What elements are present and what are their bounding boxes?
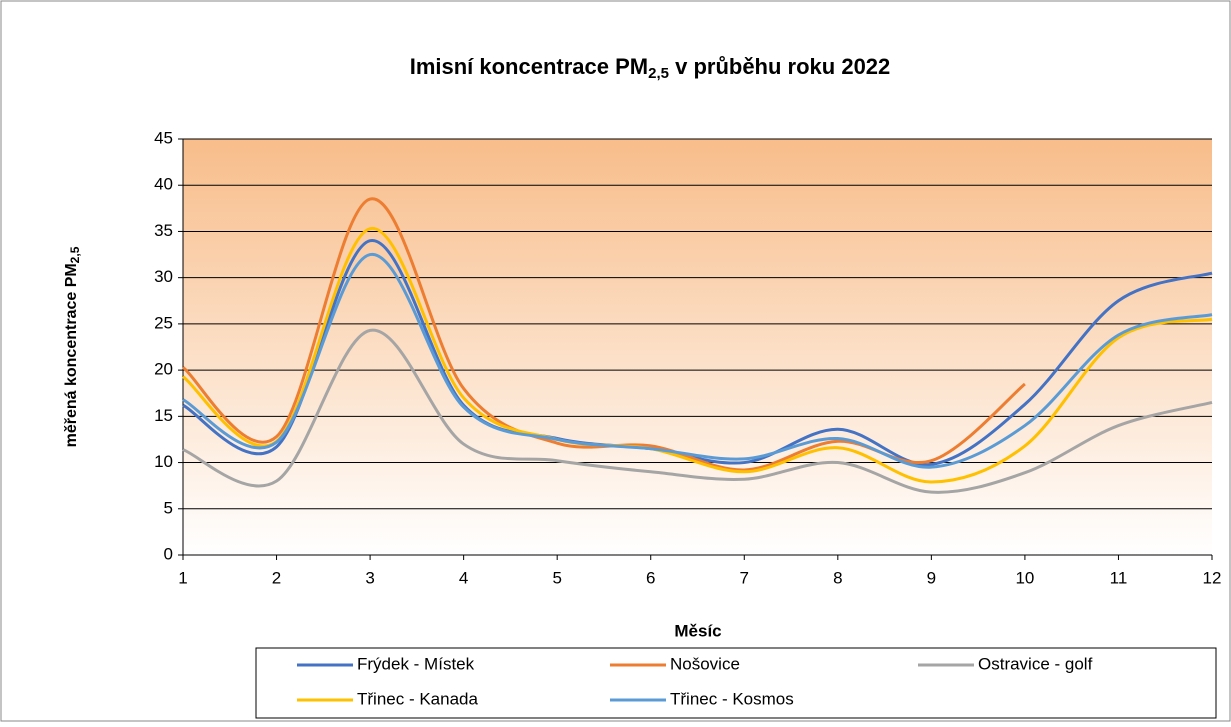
y-tick-label: 10 <box>154 452 173 471</box>
x-tick-label: 4 <box>459 568 468 587</box>
x-tick-label: 10 <box>1015 568 1034 587</box>
chart-title: Imisní koncentrace PM2,5 v průběhu roku … <box>410 54 891 82</box>
x-tick-label: 9 <box>927 568 936 587</box>
x-axis-label: Měsíc <box>674 621 721 640</box>
y-tick-label: 30 <box>154 267 173 286</box>
x-tick-label: 12 <box>1203 568 1222 587</box>
x-tick-label: 8 <box>833 568 842 587</box>
x-tick-label: 5 <box>552 568 561 587</box>
y-tick-label: 35 <box>154 221 173 240</box>
y-tick-label: 0 <box>164 544 173 563</box>
x-tick-label: 6 <box>646 568 655 587</box>
legend-label: Třinec - Kanada <box>357 689 478 708</box>
series-line <box>182 253 1213 469</box>
y-tick-label: 40 <box>154 175 173 194</box>
x-tick-label: 1 <box>178 568 187 587</box>
legend-label: Nošovice <box>670 654 740 673</box>
y-tick-label: 5 <box>164 498 173 517</box>
y-tick-label: 15 <box>154 406 173 425</box>
y-axis-label: měřená koncentrace PM2,5 <box>63 246 82 447</box>
legend-label: Třinec - Kosmos <box>670 689 794 708</box>
legend-label: Ostravice - golf <box>978 654 1093 673</box>
x-tick-label: 2 <box>272 568 281 587</box>
legend <box>255 647 1217 719</box>
x-tick-label: 3 <box>365 568 374 587</box>
series-line <box>182 328 1213 494</box>
y-tick-label: 20 <box>154 360 173 379</box>
legend-label: Frýdek - Místek <box>357 654 475 673</box>
x-tick-label: 7 <box>740 568 749 587</box>
plot-area <box>183 139 1212 555</box>
y-tick-label: 45 <box>154 128 173 147</box>
x-tick-label: 11 <box>1110 568 1128 587</box>
y-tick-label: 25 <box>154 313 173 332</box>
